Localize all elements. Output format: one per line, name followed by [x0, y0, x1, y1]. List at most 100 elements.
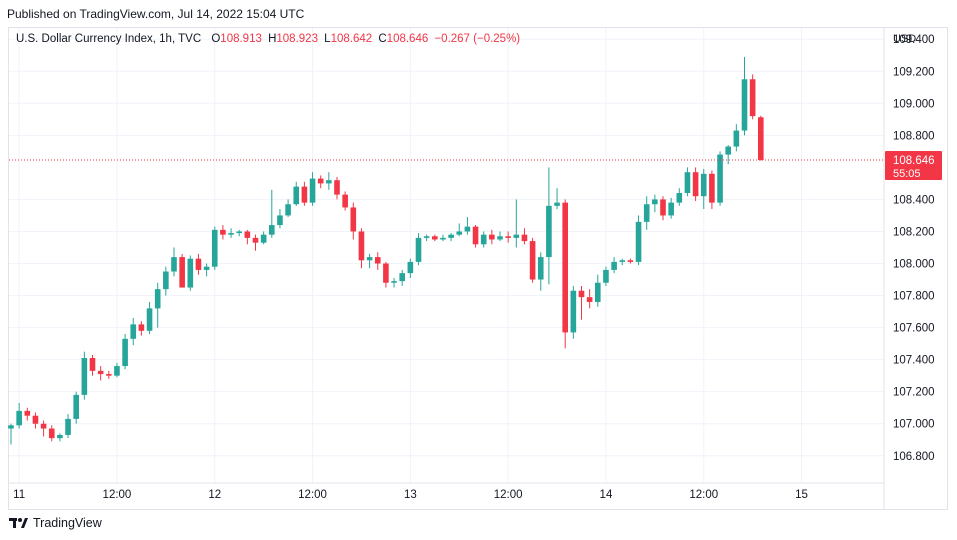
candle-body	[342, 194, 348, 208]
tradingview-logo-icon	[9, 518, 28, 528]
candle-body	[358, 231, 365, 261]
candle-body	[758, 117, 764, 161]
candle-body	[546, 205, 552, 258]
x-tick-label: 15	[795, 489, 808, 501]
candle-body	[366, 257, 373, 261]
candle-body	[179, 257, 185, 288]
x-tick-label: 13	[404, 489, 417, 501]
y-tick-label: 107.600	[893, 323, 935, 335]
open-value: 108.913	[220, 33, 262, 45]
candle-body	[293, 186, 300, 205]
price-tag-value: 108.646	[893, 155, 935, 167]
candle-body	[407, 261, 414, 274]
candle-body	[269, 225, 275, 235]
candle-body	[391, 281, 397, 283]
close-label: C	[378, 33, 387, 45]
candle-body	[73, 394, 79, 419]
change-value: −0.267 (−0.25%)	[434, 33, 521, 45]
y-tick-label: 107.800	[893, 291, 935, 303]
candle-body	[399, 273, 405, 282]
candle-body	[432, 236, 438, 240]
candle-body	[505, 236, 511, 238]
high-value: 108.923	[276, 33, 318, 45]
low-label: L	[324, 33, 331, 45]
candle-body	[611, 261, 617, 270]
candle-body	[220, 229, 226, 235]
candle-body	[578, 290, 585, 298]
candle-body	[334, 180, 340, 195]
y-tick-label: 108.400	[893, 194, 935, 206]
price-tag	[885, 151, 942, 181]
candle-body	[725, 146, 731, 155]
symbol-title[interactable]: U.S. Dollar Currency Index, 1h, TVC	[16, 33, 202, 45]
candle-body	[65, 418, 71, 435]
x-tick-label: 12:00	[494, 489, 523, 501]
chart-legend: U.S. Dollar Currency Index, 1h, TVC O108…	[16, 33, 520, 45]
candle-body	[684, 172, 691, 194]
candle-body	[660, 199, 666, 216]
candle-body	[97, 370, 104, 375]
candle-body	[146, 308, 153, 331]
candle-body	[717, 154, 723, 203]
candle-body	[89, 358, 96, 371]
y-tick-label: 107.000	[893, 419, 935, 431]
candle-body	[709, 173, 715, 203]
x-tick-label: 11	[13, 489, 25, 501]
candle-body	[440, 237, 446, 240]
x-tick-label: 12:00	[103, 489, 132, 501]
candle-body	[529, 241, 536, 280]
candle-body	[480, 234, 487, 245]
candle-body	[8, 425, 14, 429]
candle-body	[472, 226, 479, 245]
candle-body	[741, 79, 748, 131]
candle-body	[285, 204, 291, 216]
y-tick-label: 108.800	[893, 130, 935, 142]
candle-body	[595, 282, 601, 302]
candle-body	[423, 236, 430, 238]
candle-body	[554, 202, 560, 206]
candle-body	[309, 178, 316, 203]
x-tick-label: 12	[208, 489, 221, 501]
candle-body	[244, 231, 251, 238]
chart-frame[interactable]	[8, 27, 948, 510]
candle-body	[203, 266, 210, 270]
currency-label[interactable]: USD	[893, 33, 917, 45]
y-tick-label: 109.200	[893, 66, 935, 78]
candle-body	[635, 221, 642, 262]
candle-body	[521, 234, 528, 242]
candle-body	[383, 263, 389, 283]
candle-body	[643, 204, 650, 222]
candle-body	[317, 178, 324, 184]
candle-body	[448, 234, 454, 238]
candle-body	[138, 324, 145, 331]
y-tick-label: 108.000	[893, 259, 935, 271]
footer-brand-text: TradingView	[33, 516, 102, 530]
candle-body	[301, 186, 308, 203]
candle-body	[260, 234, 267, 243]
candle-body	[57, 434, 63, 439]
candle-body	[122, 338, 128, 367]
candle-body	[562, 202, 568, 333]
candle-body	[236, 231, 242, 234]
candle-body	[195, 258, 202, 270]
y-tick-label: 108.200	[893, 226, 935, 238]
candle-body	[733, 130, 740, 147]
candle-body	[154, 289, 161, 309]
y-tick-label: 106.800	[893, 451, 935, 463]
candle-body	[619, 260, 626, 262]
candle-body	[187, 258, 194, 288]
candle-body	[749, 79, 756, 117]
candle-body	[652, 199, 658, 205]
candle-body	[700, 173, 707, 197]
x-tick-label: 12:00	[298, 489, 327, 501]
candle-body	[48, 428, 55, 439]
candle-body	[603, 269, 609, 283]
candle-body	[537, 257, 544, 280]
y-tick-label: 107.200	[893, 387, 935, 399]
candle-body	[374, 257, 381, 264]
candle-body	[456, 231, 463, 235]
candle-body	[228, 233, 234, 235]
footer-brand: TradingView	[9, 516, 102, 530]
candle-body	[106, 374, 112, 376]
